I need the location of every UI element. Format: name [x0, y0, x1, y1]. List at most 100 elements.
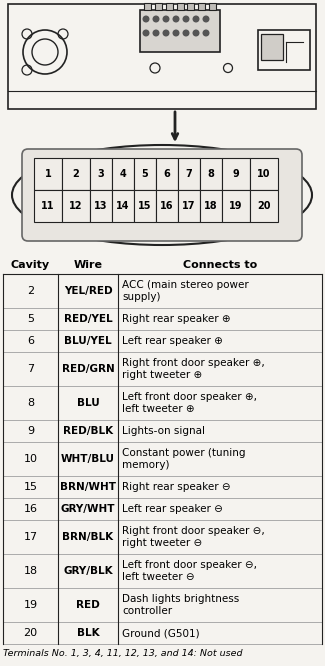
Text: BLK: BLK: [77, 628, 99, 638]
Bar: [166, 3, 173, 10]
Circle shape: [173, 30, 179, 36]
Text: 7: 7: [27, 364, 34, 374]
Bar: [222, 190, 250, 222]
Bar: [178, 158, 200, 190]
Text: 5: 5: [27, 314, 34, 324]
Text: Left rear speaker ⊖: Left rear speaker ⊖: [122, 504, 223, 514]
Text: 18: 18: [23, 566, 38, 576]
Text: 17: 17: [23, 532, 38, 542]
Text: BLU/YEL: BLU/YEL: [64, 336, 112, 346]
Text: Left rear speaker ⊕: Left rear speaker ⊕: [122, 336, 223, 346]
Text: 4: 4: [120, 169, 126, 179]
Bar: [140, 10, 220, 52]
Bar: [62, 158, 90, 190]
Text: 12: 12: [69, 201, 83, 211]
Bar: [156, 158, 178, 190]
Bar: [200, 158, 222, 190]
Text: Connects to: Connects to: [183, 260, 257, 270]
Bar: [188, 3, 194, 10]
Bar: [198, 3, 205, 10]
Text: Ground (G501): Ground (G501): [122, 628, 200, 638]
Bar: [144, 3, 151, 10]
Bar: [112, 190, 134, 222]
Text: YEL/RED: YEL/RED: [64, 286, 112, 296]
Text: 6: 6: [163, 169, 170, 179]
Text: 16: 16: [160, 201, 174, 211]
Bar: [134, 158, 156, 190]
Circle shape: [183, 30, 189, 36]
Bar: [209, 3, 216, 10]
Circle shape: [143, 30, 149, 36]
Bar: [250, 158, 278, 190]
Circle shape: [193, 16, 199, 22]
Text: Constant power (tuning
memory): Constant power (tuning memory): [122, 448, 245, 470]
Text: GRY/WHT: GRY/WHT: [61, 504, 115, 514]
Text: Right front door speaker ⊖,
right tweeter ⊖: Right front door speaker ⊖, right tweete…: [122, 525, 265, 548]
Text: Dash lights brightness
controller: Dash lights brightness controller: [122, 594, 239, 616]
FancyBboxPatch shape: [22, 149, 302, 241]
Bar: [200, 190, 222, 222]
Text: 19: 19: [229, 201, 243, 211]
Text: BRN/WHT: BRN/WHT: [60, 482, 116, 492]
Text: RED/YEL: RED/YEL: [64, 314, 112, 324]
Circle shape: [193, 30, 199, 36]
Text: 15: 15: [138, 201, 152, 211]
Bar: [90, 158, 112, 190]
Bar: [222, 158, 250, 190]
Text: Left front door speaker ⊕,
left tweeter ⊕: Left front door speaker ⊕, left tweeter …: [122, 392, 257, 414]
Text: 8: 8: [27, 398, 34, 408]
Bar: [34, 190, 62, 222]
Circle shape: [153, 30, 159, 36]
Circle shape: [163, 16, 169, 22]
Text: Right front door speaker ⊕,
right tweeter ⊕: Right front door speaker ⊕, right tweete…: [122, 358, 265, 380]
Text: Right rear speaker ⊖: Right rear speaker ⊖: [122, 482, 231, 492]
Text: BRN/BLK: BRN/BLK: [62, 532, 113, 542]
Circle shape: [143, 16, 149, 22]
Text: 10: 10: [23, 454, 37, 464]
Text: 14: 14: [116, 201, 130, 211]
Text: 15: 15: [23, 482, 37, 492]
Text: 18: 18: [204, 201, 218, 211]
Text: 2: 2: [72, 169, 79, 179]
Text: Terminals No. 1, 3, 4, 11, 12, 13, and 14: Not used: Terminals No. 1, 3, 4, 11, 12, 13, and 1…: [3, 649, 242, 658]
Text: 16: 16: [23, 504, 37, 514]
Text: RED/BLK: RED/BLK: [63, 426, 113, 436]
Bar: [8, 4, 316, 109]
Text: Left front door speaker ⊖,
left tweeter ⊖: Left front door speaker ⊖, left tweeter …: [122, 560, 257, 582]
Text: 20: 20: [257, 201, 271, 211]
Bar: [90, 190, 112, 222]
Text: 19: 19: [23, 600, 38, 610]
Text: RED/GRN: RED/GRN: [62, 364, 114, 374]
Bar: [178, 190, 200, 222]
Text: 5: 5: [142, 169, 149, 179]
Text: Lights-on signal: Lights-on signal: [122, 426, 205, 436]
Text: BLU: BLU: [77, 398, 99, 408]
Circle shape: [163, 30, 169, 36]
Circle shape: [153, 16, 159, 22]
Text: 11: 11: [41, 201, 55, 211]
Text: 9: 9: [27, 426, 34, 436]
Text: 13: 13: [94, 201, 108, 211]
Text: RED: RED: [76, 600, 100, 610]
Text: 7: 7: [186, 169, 192, 179]
Text: 17: 17: [182, 201, 196, 211]
Bar: [250, 190, 278, 222]
Text: 3: 3: [98, 169, 104, 179]
Text: 9: 9: [233, 169, 240, 179]
Bar: [134, 190, 156, 222]
Text: GRY/BLK: GRY/BLK: [63, 566, 113, 576]
Text: 6: 6: [27, 336, 34, 346]
Text: 20: 20: [23, 628, 38, 638]
Ellipse shape: [12, 145, 312, 245]
Bar: [258, 30, 310, 70]
Text: Cavity: Cavity: [11, 260, 50, 270]
Text: 8: 8: [208, 169, 215, 179]
Bar: [156, 190, 178, 222]
Text: WHT/BLU: WHT/BLU: [61, 454, 115, 464]
Circle shape: [173, 16, 179, 22]
Text: Wire: Wire: [73, 260, 102, 270]
Circle shape: [203, 30, 209, 36]
Circle shape: [183, 16, 189, 22]
Bar: [112, 158, 134, 190]
Text: Right rear speaker ⊕: Right rear speaker ⊕: [122, 314, 231, 324]
